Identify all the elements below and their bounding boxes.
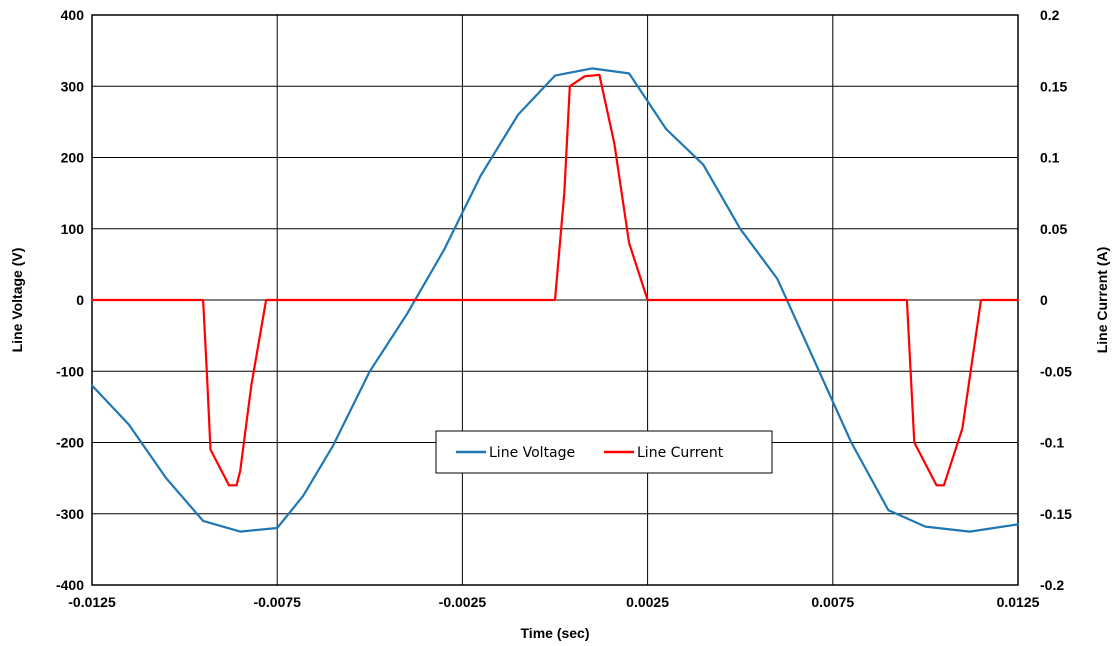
- y-right-tick-label: 0.1: [1040, 150, 1060, 166]
- y-axis-left-title: Line Voltage (V): [9, 248, 25, 353]
- y-left-tick-label: -100: [56, 363, 84, 379]
- y-left-tick-label: -400: [56, 577, 84, 593]
- x-tick-label: 0.0075: [811, 594, 854, 610]
- y-left-tick-label: 300: [61, 78, 85, 94]
- x-tick-label: -0.0025: [439, 594, 487, 610]
- x-tick-label: -0.0075: [253, 594, 301, 610]
- legend-label-line-voltage: Line Voltage: [489, 445, 575, 461]
- series-line-line-voltage: [90, 67, 1020, 533]
- y-right-tick-label: -0.05: [1040, 363, 1072, 379]
- series-line-line-current: [90, 73, 1020, 487]
- legend: Line Voltage Line Current: [435, 430, 773, 474]
- y-axis-right-title: Line Current (A): [1094, 247, 1110, 354]
- y-right-tick-label: 0: [1040, 292, 1048, 308]
- x-tick-label: 0.0025: [626, 594, 669, 610]
- x-axis-title: Time (sec): [521, 625, 590, 641]
- y-left-tick-label: -300: [56, 506, 84, 522]
- y-right-tick-label: 0.2: [1040, 7, 1060, 23]
- tick-layer: 400 300 200 100 0 -100 -200 -300 -400 0.2 0.15 0.1 0…: [56, 7, 1072, 610]
- x-tick-label: 0.0125: [997, 594, 1040, 610]
- x-tick-label: -0.0125: [68, 594, 116, 610]
- y-right-tick-label: -0.2: [1040, 577, 1064, 593]
- series-layer: [90, 67, 1020, 533]
- legend-label-line-current: Line Current: [637, 445, 724, 461]
- y-left-tick-label: 200: [61, 150, 85, 166]
- y-left-tick-label: 100: [61, 221, 85, 237]
- y-left-tick-label: 0: [76, 292, 84, 308]
- y-right-tick-label: -0.15: [1040, 506, 1072, 522]
- y-right-tick-label: 0.15: [1040, 78, 1067, 94]
- y-right-tick-label: -0.1: [1040, 435, 1064, 451]
- y-left-tick-label: 400: [61, 7, 85, 23]
- y-left-tick-label: -200: [56, 435, 84, 451]
- y-right-tick-label: 0.05: [1040, 221, 1067, 237]
